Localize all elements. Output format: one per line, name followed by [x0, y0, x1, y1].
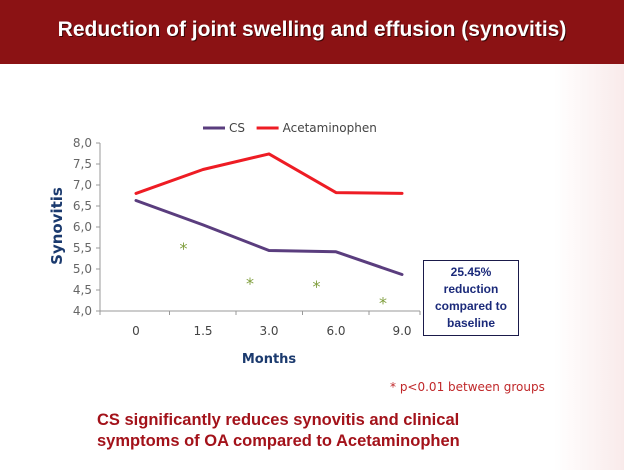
- x-axis-title: Months: [242, 352, 297, 367]
- x-tick-label: 6.0: [326, 324, 345, 338]
- x-tick-label: 0: [132, 324, 140, 338]
- y-tick-label: 5,0: [73, 262, 92, 276]
- legend-label: Acetaminophen: [283, 121, 377, 135]
- header-bar: [0, 0, 624, 64]
- y-axis-title: Synovitis: [48, 187, 66, 265]
- x-tick-label: 3.0: [259, 324, 278, 338]
- conclusion-text: CS significantly reduces synovitis and c…: [97, 410, 567, 452]
- page-title: Reduction of joint swelling and effusion…: [57, 18, 567, 41]
- significance-mark: *: [379, 294, 387, 313]
- background-decoration: [554, 64, 624, 470]
- y-tick-label: 4,5: [73, 283, 92, 297]
- y-tick-label: 4,0: [73, 304, 92, 318]
- series-line-cs: [134, 199, 404, 276]
- series-line-acetaminophen: [134, 152, 404, 195]
- conclusion-line: CS significantly reduces synovitis and c…: [97, 411, 460, 429]
- annotation-box: 25.45% reduction compared to baseline: [423, 260, 519, 336]
- chart-series: [134, 152, 404, 276]
- y-tick-label: 7,0: [73, 178, 92, 192]
- y-axis: 4,0 4,5 5,0 5,5 6,0 6,5 7,0 7,5 8,0: [73, 136, 101, 318]
- annotation-line: 25.45%: [450, 265, 492, 279]
- legend-label: CS: [229, 121, 245, 135]
- x-axis: 0 1.5 3.0 6.0 9.0: [99, 310, 421, 338]
- significance-mark: *: [313, 277, 321, 296]
- footnote: * p<0.01 between groups: [390, 380, 545, 394]
- x-tick-label: 9.0: [392, 324, 411, 338]
- significance-marks: * * * *: [180, 239, 388, 313]
- y-tick-label: 5,5: [73, 241, 92, 255]
- conclusion-line: symptoms of OA compared to Acetaminophen: [97, 432, 460, 450]
- significance-mark: *: [180, 239, 188, 258]
- significance-mark: *: [246, 274, 254, 293]
- y-tick-label: 6,5: [73, 199, 92, 213]
- y-tick-label: 7,5: [73, 157, 92, 171]
- annotation-line: compared to: [434, 299, 507, 313]
- x-tick-label: 1.5: [193, 324, 212, 338]
- annotation-line: reduction: [443, 282, 499, 296]
- chart-legend: CS Acetaminophen: [203, 121, 377, 135]
- annotation-line: baseline: [446, 316, 496, 330]
- y-tick-label: 6,0: [73, 220, 92, 234]
- y-tick-label: 8,0: [73, 136, 92, 150]
